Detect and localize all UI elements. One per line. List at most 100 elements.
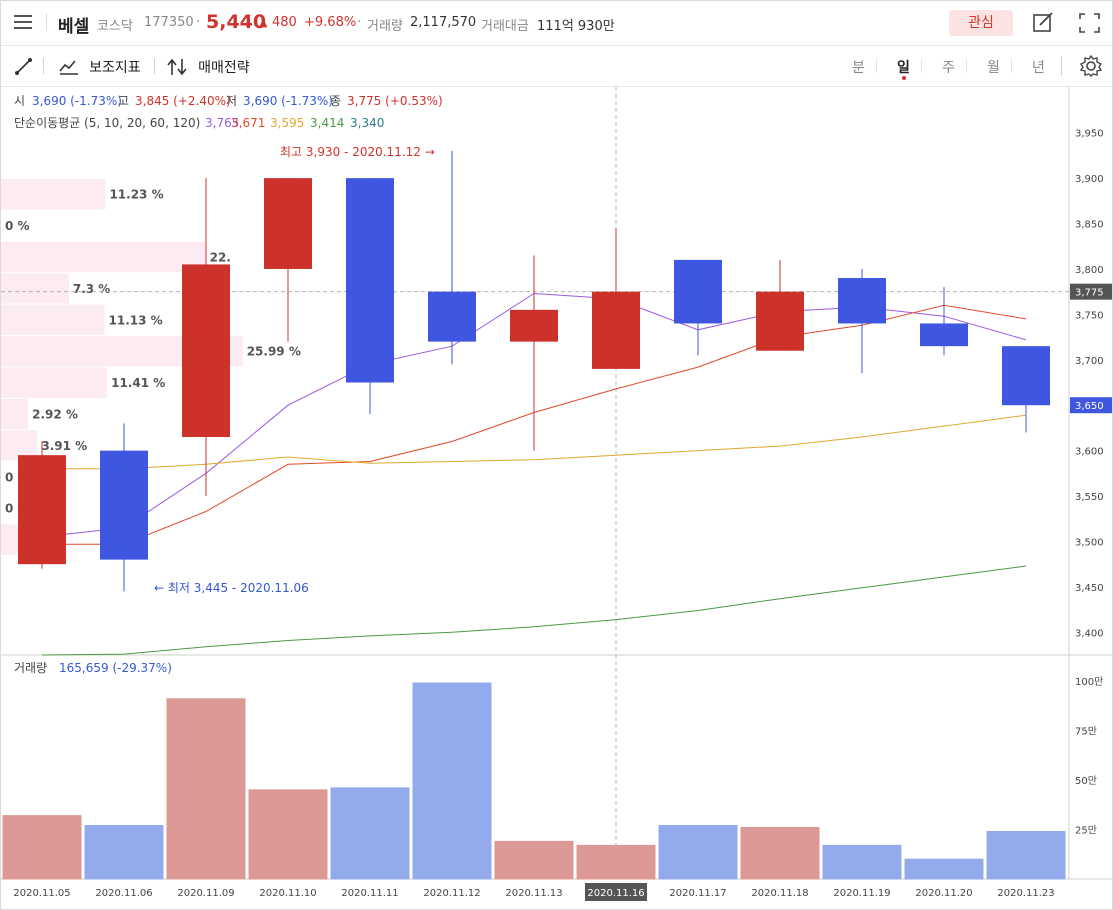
volume-profile-label: 11.23 %: [109, 188, 163, 202]
volume-panel-label: 거래량: [14, 661, 47, 675]
close-label: 종: [330, 94, 341, 108]
toolbar-divider-3: [1061, 56, 1062, 76]
date-tick-label: 2020.11.06: [95, 888, 152, 899]
volume-bar: [986, 830, 1066, 880]
active-period-dot: [902, 76, 906, 80]
candle-body: [838, 278, 886, 324]
period-divider-3: [966, 59, 967, 73]
draw-line-icon[interactable]: [14, 57, 34, 77]
period-week[interactable]: 주: [942, 60, 955, 76]
period-minute[interactable]: 분: [852, 60, 865, 76]
price-tick-label: 3,550: [1075, 492, 1104, 503]
date-tick-label: 2020.11.11: [341, 888, 398, 899]
candle-body: [1002, 346, 1050, 406]
price-tick-label: 3,900: [1075, 174, 1104, 185]
volume-bar: [2, 815, 82, 880]
price-tick-label: 3,750: [1075, 310, 1104, 321]
chart-toolbar: 보조지표 매매전략 분 일 주 월 년: [1, 46, 1112, 87]
volume-profile-bar: [1, 398, 29, 430]
price-tick-label: 3,950: [1075, 129, 1104, 140]
volume-label: 거래량: [367, 19, 403, 34]
current-price: 5,440: [206, 11, 267, 33]
indicator-button[interactable]: 보조지표: [58, 56, 141, 77]
period-month[interactable]: 월: [987, 60, 1000, 76]
header-divider: [46, 13, 47, 31]
amount-value: 111억 930만: [537, 19, 615, 34]
strategy-icon: [167, 58, 187, 75]
toolbar-divider: [43, 58, 44, 74]
price-change-pct: +9.68%: [304, 15, 357, 30]
volume-bar: [740, 827, 820, 880]
volume-bar: [330, 787, 410, 880]
price-tick-label: 3,450: [1075, 583, 1104, 594]
volume-panel-value: 165,659 (-29.37%): [59, 661, 172, 675]
volume-bar: [84, 825, 164, 880]
candle-body: [428, 291, 476, 342]
open-label: 시: [14, 94, 25, 108]
ma-line-60: [41, 565, 1027, 656]
high-value: 3,845 (+2.40%): [135, 94, 231, 108]
last-price-tag: [1070, 397, 1112, 414]
date-tick-label: 2020.11.09: [177, 888, 234, 899]
highlighted-date-tag: [585, 883, 647, 901]
candle-body: [182, 264, 230, 437]
volume-bar: [904, 858, 984, 880]
price-axis: 3,950 3,900 3,850 3,800 3,750 3,700 3,650 3,600…: [1070, 129, 1112, 639]
date-tick-label: 2020.11.12: [423, 888, 480, 899]
volume-bar: [576, 844, 656, 880]
ma5-value: 3,765: [205, 116, 239, 130]
date-tick-label: 2020.11.13: [505, 888, 562, 899]
period-divider-1: [876, 59, 877, 73]
volume-profile-label: 11.41 %: [111, 376, 165, 390]
menu-icon[interactable]: [14, 11, 32, 33]
amount-label: 거래대금: [481, 19, 529, 34]
period-year[interactable]: 년: [1032, 60, 1045, 76]
ma20-value: 3,595: [270, 116, 304, 130]
separator-dot-2: ·: [357, 15, 362, 30]
volume-tick-label: 25만: [1075, 825, 1097, 837]
volume-profile-label: 0 %: [5, 219, 30, 233]
strategy-label: 매매전략: [198, 59, 250, 76]
watchlist-button[interactable]: 관심: [949, 10, 1013, 36]
price-change: 480: [272, 15, 297, 30]
price-tick-label: 3,700: [1075, 356, 1104, 367]
volume-tick-label: 50만: [1075, 775, 1097, 787]
ma10-value: 3,671: [231, 116, 265, 130]
close-value: 3,775 (+0.53%): [347, 94, 443, 108]
market-label: 코스닥: [97, 19, 133, 34]
volume-profile-label: 22.: [210, 251, 231, 265]
volume-profile-bar: [1, 179, 106, 210]
last-price-tag-label: 3,650: [1075, 401, 1104, 412]
period-day[interactable]: 일: [897, 60, 910, 76]
volume-profile-bar: [1, 304, 105, 335]
price-chart[interactable]: 11.23 % 0 % 22. 7.3 % 11.13 % 25.99 % 11.41 % 2…: [1, 87, 1112, 909]
up-arrow-icon: ▲: [259, 16, 268, 29]
price-tick-label: 3,400: [1075, 628, 1104, 639]
strategy-button[interactable]: 매매전략: [167, 56, 250, 77]
volume-bar: [412, 682, 492, 880]
date-tick-label: 2020.11.16: [587, 888, 644, 899]
date-tick-label: 2020.11.18: [751, 888, 808, 899]
volume-tick-label: 75만: [1075, 726, 1097, 738]
candlesticks: [18, 150, 1050, 592]
date-axis: 2020.11.05 2020.11.06 2020.11.09 2020.11.10…: [13, 883, 1055, 901]
volume-bar: [166, 698, 246, 880]
candle-body: [674, 259, 722, 324]
candle-body: [18, 455, 66, 565]
price-tick-label: 3,800: [1075, 265, 1104, 276]
header-bar: 베셀 코스닥 177350 · 5,440 ▲ 480 +9.68% · 거래량…: [1, 1, 1112, 46]
date-tick-label: 2020.11.17: [669, 888, 726, 899]
indicator-label: 보조지표: [89, 59, 141, 76]
settings-gear-icon[interactable]: [1080, 55, 1102, 77]
volume-value: 2,117,570: [410, 15, 477, 30]
stock-name: 베셀: [58, 17, 90, 37]
edit-icon[interactable]: [1032, 12, 1054, 34]
volume-profile-bar: [1, 273, 69, 304]
volume-profile-label: 7.3 %: [73, 282, 110, 296]
date-tick-label: 2020.11.23: [997, 888, 1054, 899]
ma60-value: 3,414: [310, 116, 344, 130]
fullscreen-icon[interactable]: [1079, 13, 1101, 33]
ma-label: 단순이동평균 (5, 10, 20, 60, 120): [14, 116, 200, 130]
date-tick-label: 2020.11.10: [259, 888, 316, 899]
